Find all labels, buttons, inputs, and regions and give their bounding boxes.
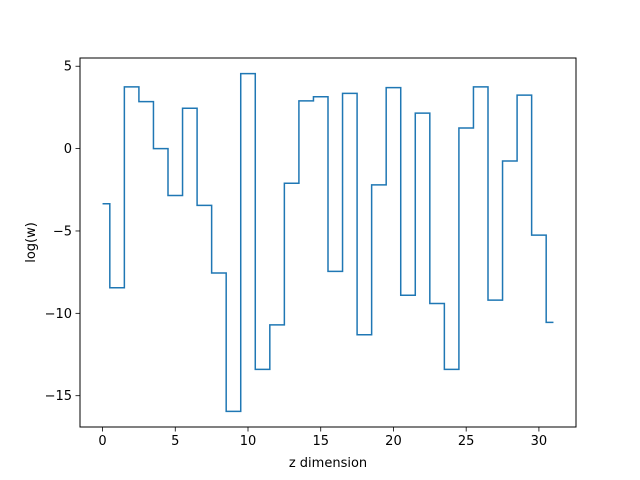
y-tick-label: −15 <box>45 389 72 404</box>
y-tick-label: 5 <box>64 60 72 75</box>
y-tick-label: −10 <box>45 307 72 322</box>
x-tick-label: 25 <box>458 434 475 449</box>
x-tick-label: 10 <box>240 434 257 449</box>
x-tick-label: 0 <box>98 434 106 449</box>
y-tick-label: 0 <box>64 142 72 157</box>
y-axis: 5 0 −5 −10 −15 <box>45 60 80 404</box>
plot-area <box>102 72 554 413</box>
y-axis-label: log(w) <box>24 222 39 263</box>
x-tick-label: 5 <box>171 434 179 449</box>
series-line <box>102 72 554 413</box>
axes-frame <box>79 57 577 428</box>
x-tick-label: 15 <box>312 434 329 449</box>
x-axis: 0 5 10 15 20 25 30 <box>98 427 547 449</box>
x-tick-label: 20 <box>385 434 402 449</box>
x-tick-label: 30 <box>531 434 548 449</box>
y-tick-label: −5 <box>53 224 72 239</box>
x-axis-label: z dimension <box>289 456 367 471</box>
